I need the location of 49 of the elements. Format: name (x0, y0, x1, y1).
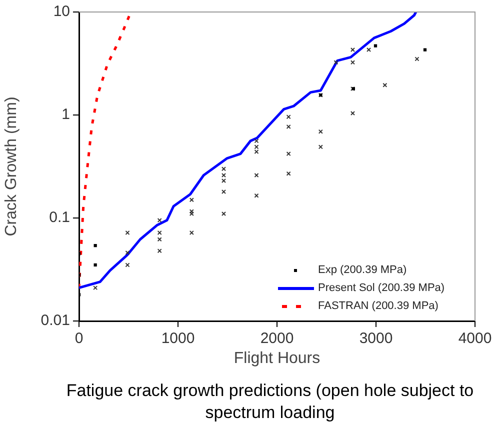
point (157, 237, 162, 242)
point (286, 114, 291, 120)
point (157, 248, 162, 254)
point (254, 193, 259, 198)
point (350, 110, 356, 116)
point (254, 172, 259, 178)
y-tick-label: 0.1 (49, 209, 70, 226)
point (350, 60, 356, 65)
point (189, 230, 194, 235)
text: Fatigue crack growth predictions (open hole subject to spectrum loading (65, 380, 475, 424)
legend-label: FASTRAN (200.39 MPa) (318, 300, 438, 312)
point (318, 144, 323, 150)
legend-label: Exp (200.39 MPa) (318, 264, 407, 276)
line-series (79, 14, 131, 290)
point (286, 124, 291, 129)
point (157, 230, 162, 235)
y-tick-label: 0.01 (40, 312, 70, 330)
point (189, 211, 194, 216)
point (157, 218, 162, 223)
point (318, 129, 323, 134)
point (423, 48, 427, 52)
point (286, 171, 291, 176)
point (334, 60, 338, 65)
point (286, 152, 291, 156)
point (125, 250, 130, 256)
point (350, 47, 356, 52)
point (93, 286, 98, 290)
y-axis-title: Crack Growth (mm) (3, 96, 20, 236)
x-tick-label: 3000 (359, 330, 393, 348)
x-tick-label: 4000 (458, 330, 492, 348)
x-axis-title: Flight Hours (234, 350, 320, 367)
point (382, 82, 388, 88)
y-tick-label: 1 (62, 106, 70, 124)
x-tick-label: 1000 (161, 330, 195, 348)
y-tick-label: 10 (53, 3, 70, 20)
legend-label: Present Sol (200.39 MPa) (318, 282, 445, 294)
point (414, 56, 420, 62)
point (366, 47, 372, 52)
point (221, 211, 226, 216)
x-tick-label: 0 (74, 330, 84, 348)
point (374, 44, 378, 48)
point (189, 209, 194, 214)
point (94, 244, 97, 248)
point (94, 263, 97, 267)
point (221, 189, 226, 194)
point (125, 262, 130, 268)
point (189, 198, 194, 202)
x-tick-label: 2000 (260, 330, 294, 348)
point (125, 230, 130, 235)
